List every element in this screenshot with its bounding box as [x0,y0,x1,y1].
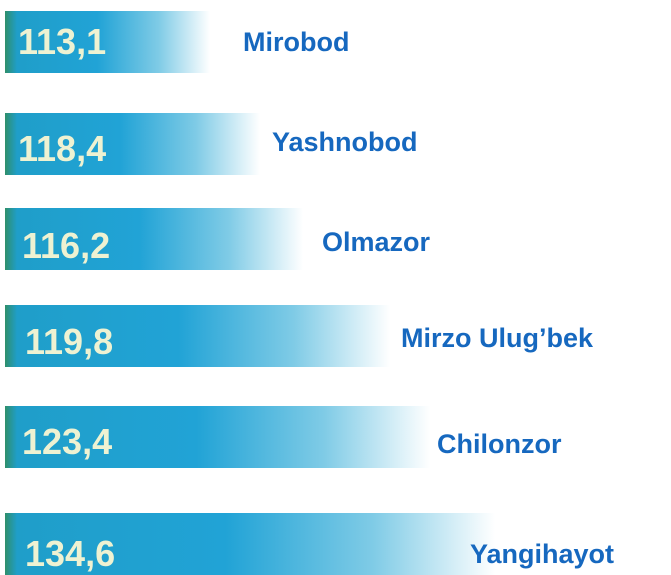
bar [5,513,495,575]
district-name: Yangihayot [470,539,615,569]
bar [5,208,303,270]
bar [5,406,430,468]
bar [5,305,390,367]
value-label: 134,6 [25,533,116,574]
value-label: 123,4 [22,421,113,462]
value-label: 119,8 [25,321,114,362]
district-name: Yashnobod [272,127,418,157]
district-name: Chilonzor [437,429,562,459]
bar [5,113,260,175]
district-name: Mirzo Ulug’bek [401,323,594,353]
value-label: 113,1 [18,21,107,62]
district-name: Mirobod [243,27,350,57]
value-label: 118,4 [18,128,107,169]
bar [5,11,210,73]
district-name: Olmazor [322,227,431,257]
value-label: 116,2 [22,225,111,266]
